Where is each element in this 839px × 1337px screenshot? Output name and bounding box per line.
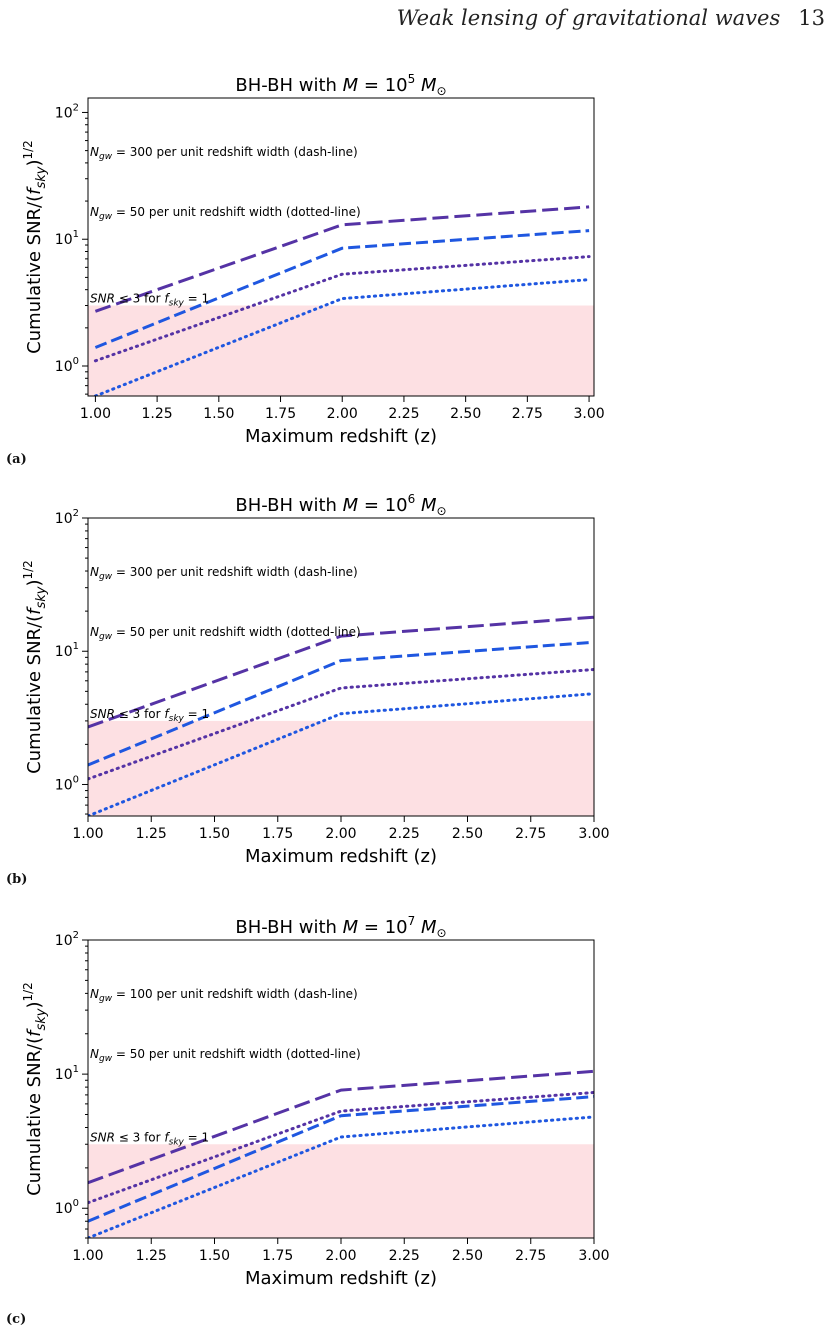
annotation-snr-threshold: SNR ≤ 3 for fsky = 1 <box>90 1130 209 1147</box>
x-tick-label: 1.25 <box>136 826 167 842</box>
x-tick-label: 2.75 <box>515 1248 546 1264</box>
annotation-snr-threshold: SNR ≤ 3 for fsky = 1 <box>90 707 209 724</box>
x-tick-label: 1.75 <box>265 406 296 422</box>
series-line-3 <box>93 255 591 363</box>
series-line-2 <box>94 229 590 349</box>
x-tick-label: 1.75 <box>262 826 293 842</box>
x-tick-label: 2.00 <box>325 826 356 842</box>
annotation-dotted-line: Ngw = 50 per unit redshift width (dotted… <box>90 625 361 642</box>
series-line-1 <box>94 205 590 313</box>
x-tick-label: 1.00 <box>72 826 103 842</box>
x-tick-label: 2.50 <box>452 1248 483 1264</box>
chart-panel-b: 100 101 102 1.00 1.25 1.50 1.75 2.00 2.25 2.50 2.7… <box>21 492 610 867</box>
chart-panel-c: 100 101 102 1.00 1.25 1.50 1.75 2.00 2.25 2.50 2.7… <box>21 914 610 1289</box>
series-line-2 <box>88 640 594 767</box>
chart-title: BH-BH with M = 105 M⊙ <box>235 72 446 98</box>
y-tick-label: 100 <box>55 356 79 375</box>
x-tick-label: 3.00 <box>578 1248 609 1264</box>
x-tick-label: 2.50 <box>450 406 481 422</box>
y-tick-label: 102 <box>55 930 79 949</box>
annotation-dash-line: Ngw = 100 per unit redshift width (dash-… <box>90 987 358 1004</box>
running-head: Weak lensing of gravitational waves 13 <box>397 6 825 30</box>
annotation-dash-line: Ngw = 300 per unit redshift width (dash-… <box>90 145 358 162</box>
page-number: 13 <box>798 6 825 30</box>
x-tick-label: 1.50 <box>199 826 230 842</box>
x-tick-label: 3.00 <box>578 826 609 842</box>
x-axis-label: Maximum redshift (z) <box>245 846 437 867</box>
series-line-3 <box>88 668 594 781</box>
x-tick-label: 1.00 <box>80 406 111 422</box>
snr-threshold-region <box>88 720 594 816</box>
annotation-snr-threshold: SNR ≤ 3 for fsky = 1 <box>90 292 209 309</box>
y-tick-label: 100 <box>55 774 79 793</box>
x-tick-label: 2.00 <box>325 1248 356 1264</box>
series-line-1 <box>88 615 594 729</box>
x-tick-label: 2.00 <box>327 406 358 422</box>
x-tick-label: 1.00 <box>72 1248 103 1264</box>
running-title: Weak lensing of gravitational waves <box>396 6 781 30</box>
x-tick-label: 1.50 <box>199 1248 230 1264</box>
series-line-3 <box>88 1091 594 1205</box>
y-tick-label: 102 <box>55 508 79 527</box>
series-line-4 <box>88 692 594 816</box>
x-tick-label: 2.50 <box>452 826 483 842</box>
snr-threshold-region <box>88 1144 594 1238</box>
y-axis-label: Cumulative SNR/(fsky)1/2 <box>21 140 49 354</box>
x-tick-label: 2.75 <box>515 826 546 842</box>
series-line-1 <box>88 1069 594 1185</box>
x-tick-label: 1.75 <box>262 1248 293 1264</box>
chart-title: BH-BH with M = 107 M⊙ <box>235 914 446 940</box>
y-axis-label: Cumulative SNR/(fsky)1/2 <box>21 560 49 774</box>
annotation-dotted-line: Ngw = 50 per unit redshift width (dotted… <box>90 1047 361 1064</box>
x-tick-label: 1.25 <box>142 406 173 422</box>
panel-label-a: (a) <box>6 452 27 467</box>
x-tick-label: 2.25 <box>389 826 420 842</box>
snr-threshold-region <box>88 305 594 396</box>
chart-title: BH-BH with M = 106 M⊙ <box>235 492 446 518</box>
annotation-dotted-line: Ngw = 50 per unit redshift width (dotted… <box>90 205 361 222</box>
panel-label-b: (b) <box>6 872 28 887</box>
x-tick-label: 2.75 <box>512 406 543 422</box>
y-axis-label: Cumulative SNR/(fsky)1/2 <box>21 982 49 1196</box>
y-tick-label: 100 <box>55 1198 79 1217</box>
y-tick-label: 101 <box>55 641 79 660</box>
x-axis-label: Maximum redshift (z) <box>245 426 437 447</box>
x-tick-label: 2.25 <box>389 1248 420 1264</box>
x-tick-label: 1.25 <box>136 1248 167 1264</box>
chart-panel-a: 100 101 102 1.00 1.25 1.50 1.75 2.00 2.25 2.50 2.7… <box>21 72 605 447</box>
y-tick-label: 101 <box>55 229 79 248</box>
series-line-4 <box>88 1115 594 1238</box>
x-axis-label: Maximum redshift (z) <box>245 1268 437 1289</box>
y-tick-label: 102 <box>55 102 79 121</box>
y-tick-label: 101 <box>55 1064 79 1083</box>
series-line-2 <box>88 1095 594 1223</box>
plot-frame <box>87 97 595 397</box>
x-tick-label: 1.50 <box>203 406 234 422</box>
annotation-dash-line: Ngw = 300 per unit redshift width (dash-… <box>90 565 358 582</box>
x-tick-label: 3.00 <box>573 406 604 422</box>
series-line-4 <box>93 278 591 396</box>
x-tick-label: 2.25 <box>388 406 419 422</box>
panel-label-c: (c) <box>6 1312 27 1327</box>
